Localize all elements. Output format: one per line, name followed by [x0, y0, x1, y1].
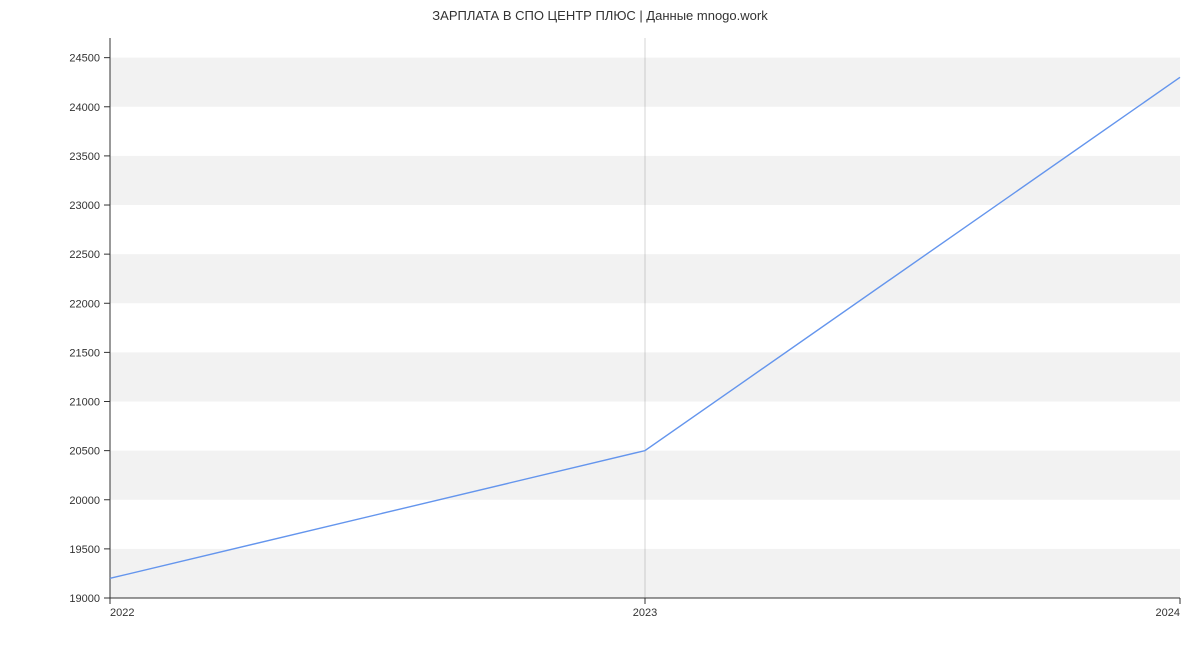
y-tick-label: 20500	[69, 446, 100, 458]
x-tick-label: 2022	[110, 607, 134, 619]
y-tick-label: 21000	[69, 397, 100, 409]
y-tick-label: 23500	[69, 151, 100, 163]
line-chart: 19000 19500 20000 20500 21000 21500 22000 22500…	[0, 0, 1200, 650]
y-tick-label: 22000	[69, 298, 100, 310]
y-tick-label: 24500	[69, 53, 100, 65]
y-tick-label: 21500	[69, 347, 100, 359]
x-tick-label: 2023	[633, 607, 657, 619]
y-tick-label: 19000	[69, 593, 100, 605]
x-tick-label: 2024	[1156, 607, 1180, 619]
chart-container: ЗАРПЛАТА В СПО ЦЕНТР ПЛЮС | Данные mnogo…	[0, 0, 1200, 650]
y-tick-label: 22500	[69, 249, 100, 261]
y-tick-label: 20000	[69, 495, 100, 507]
y-tick-label: 23000	[69, 200, 100, 212]
y-tick-label: 19500	[69, 544, 100, 556]
y-tick-label: 24000	[69, 102, 100, 114]
